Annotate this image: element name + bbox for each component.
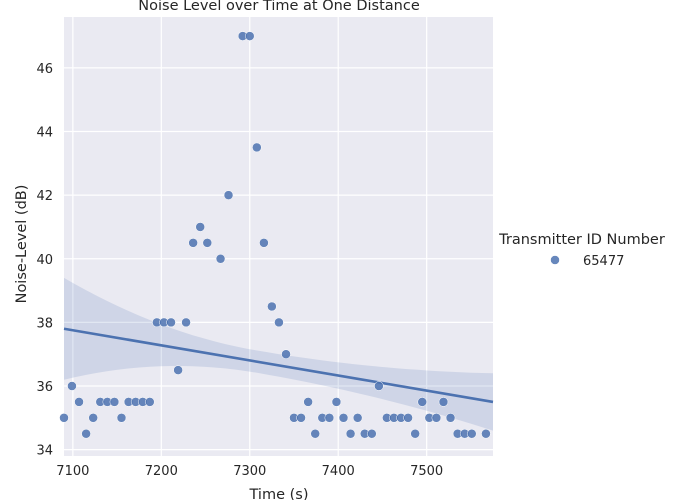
y-tick-label: 38	[36, 316, 53, 331]
data-point	[274, 317, 284, 328]
data-point	[352, 413, 363, 423]
data-point	[173, 365, 183, 375]
plot-area	[64, 17, 493, 456]
data-point	[338, 413, 349, 423]
data-point	[331, 397, 342, 407]
data-point	[303, 397, 313, 407]
y-tick-label: 44	[36, 126, 53, 141]
x-tick-label: 7400	[322, 464, 355, 479]
grid	[64, 17, 493, 456]
data-point	[281, 349, 291, 359]
legend: Transmitter ID Number 65477	[498, 232, 665, 269]
legend-marker	[550, 255, 560, 265]
legend-title: Transmitter ID Number	[498, 232, 665, 248]
data-point	[481, 428, 491, 439]
data-point	[109, 397, 120, 407]
data-point	[445, 413, 456, 423]
data-point	[116, 413, 127, 423]
data-point	[345, 428, 356, 439]
confidence-band	[64, 277, 493, 431]
data-point	[438, 397, 449, 407]
data-point	[367, 428, 377, 439]
data-point	[81, 428, 91, 439]
x-tick-label: 7100	[56, 464, 89, 479]
x-tick-label: 7200	[145, 464, 178, 479]
data-point	[202, 238, 213, 248]
data-point	[166, 317, 176, 328]
data-point	[267, 301, 277, 312]
regression-line	[63, 327, 494, 404]
data-point	[467, 428, 477, 439]
y-axis-label: Noise-Level (dB)	[14, 185, 30, 304]
y-tick-labels: 34 36 38 40 42 44 46	[36, 62, 53, 459]
data-points	[59, 31, 491, 439]
y-tick-label: 42	[36, 189, 53, 204]
data-point	[145, 397, 155, 407]
data-point	[74, 397, 84, 407]
data-point	[88, 413, 98, 423]
y-tick-label: 36	[36, 380, 53, 395]
data-point	[403, 413, 413, 423]
x-tick-label: 7300	[233, 464, 266, 479]
data-point	[195, 222, 205, 232]
legend-entry-label: 65477	[583, 254, 624, 269]
regression-line-group	[63, 327, 494, 404]
data-point	[181, 317, 191, 328]
data-point	[296, 413, 306, 423]
data-point	[410, 428, 420, 439]
data-point	[67, 381, 77, 391]
data-point	[223, 190, 234, 200]
x-tick-labels: 7100 7200 7300 7400 7500	[56, 464, 443, 479]
data-point	[374, 381, 384, 391]
data-point	[310, 428, 320, 439]
data-point	[188, 238, 198, 248]
y-tick-label: 40	[36, 253, 53, 268]
data-point	[417, 397, 427, 407]
data-point	[431, 413, 442, 423]
data-point	[215, 254, 226, 264]
chart-title: Noise Level over Time at One Distance	[138, 0, 420, 14]
y-tick-label: 34	[36, 444, 53, 459]
data-point	[252, 142, 262, 153]
x-tick-label: 7500	[410, 464, 443, 479]
data-point	[259, 238, 269, 248]
data-point	[324, 413, 335, 423]
confidence-band-area	[64, 277, 493, 431]
data-point	[245, 31, 255, 41]
data-point	[59, 413, 69, 423]
x-axis-label: Time (s)	[249, 487, 309, 500]
y-tick-label: 46	[36, 62, 53, 77]
